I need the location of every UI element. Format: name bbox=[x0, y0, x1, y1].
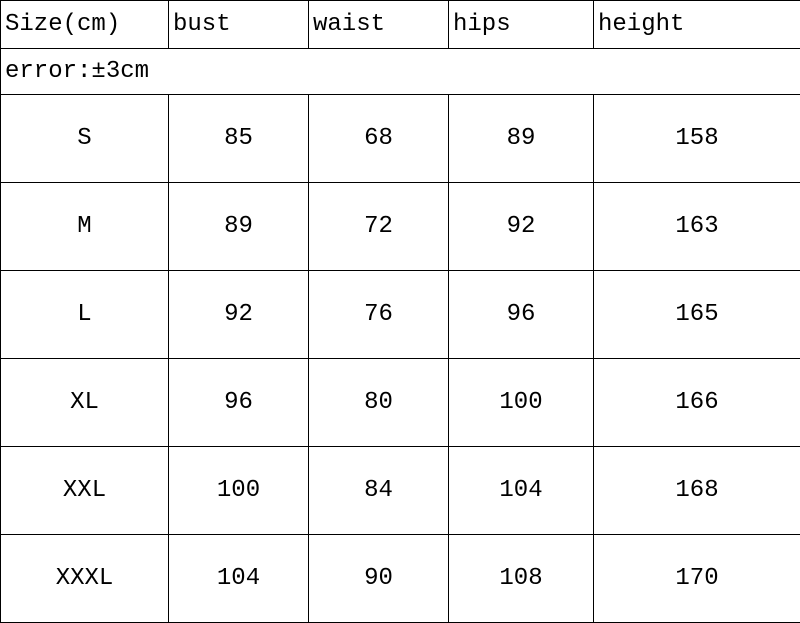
cell-size: XXL bbox=[1, 447, 169, 535]
col-hips: hips bbox=[449, 1, 594, 49]
cell-height: 165 bbox=[594, 271, 800, 359]
table-row: S 85 68 89 158 bbox=[1, 95, 800, 183]
cell-size: S bbox=[1, 95, 169, 183]
col-size: Size(cm) bbox=[1, 1, 169, 49]
cell-hips: 96 bbox=[449, 271, 594, 359]
cell-hips: 100 bbox=[449, 359, 594, 447]
col-waist: waist bbox=[309, 1, 449, 49]
cell-height: 170 bbox=[594, 535, 800, 623]
cell-waist: 90 bbox=[309, 535, 449, 623]
cell-height: 168 bbox=[594, 447, 800, 535]
cell-waist: 68 bbox=[309, 95, 449, 183]
cell-size: M bbox=[1, 183, 169, 271]
cell-hips: 108 bbox=[449, 535, 594, 623]
cell-waist: 72 bbox=[309, 183, 449, 271]
cell-size: XL bbox=[1, 359, 169, 447]
error-note-row: error:±3cm bbox=[1, 49, 800, 95]
cell-bust: 100 bbox=[169, 447, 309, 535]
cell-size: XXXL bbox=[1, 535, 169, 623]
cell-bust: 85 bbox=[169, 95, 309, 183]
col-bust: bust bbox=[169, 1, 309, 49]
cell-size: L bbox=[1, 271, 169, 359]
cell-hips: 104 bbox=[449, 447, 594, 535]
cell-hips: 89 bbox=[449, 95, 594, 183]
cell-waist: 84 bbox=[309, 447, 449, 535]
cell-height: 158 bbox=[594, 95, 800, 183]
cell-height: 166 bbox=[594, 359, 800, 447]
cell-bust: 96 bbox=[169, 359, 309, 447]
cell-bust: 92 bbox=[169, 271, 309, 359]
col-height: height bbox=[594, 1, 800, 49]
cell-waist: 80 bbox=[309, 359, 449, 447]
table-row: XL 96 80 100 166 bbox=[1, 359, 800, 447]
error-note: error:±3cm bbox=[1, 49, 800, 95]
size-chart-table: Size(cm) bust waist hips height error:±3… bbox=[0, 0, 800, 623]
table-row: M 89 72 92 163 bbox=[1, 183, 800, 271]
cell-waist: 76 bbox=[309, 271, 449, 359]
cell-hips: 92 bbox=[449, 183, 594, 271]
table-row: L 92 76 96 165 bbox=[1, 271, 800, 359]
cell-bust: 104 bbox=[169, 535, 309, 623]
table-header-row: Size(cm) bust waist hips height bbox=[1, 1, 800, 49]
cell-height: 163 bbox=[594, 183, 800, 271]
cell-bust: 89 bbox=[169, 183, 309, 271]
table-row: XXL 100 84 104 168 bbox=[1, 447, 800, 535]
table-row: XXXL 104 90 108 170 bbox=[1, 535, 800, 623]
